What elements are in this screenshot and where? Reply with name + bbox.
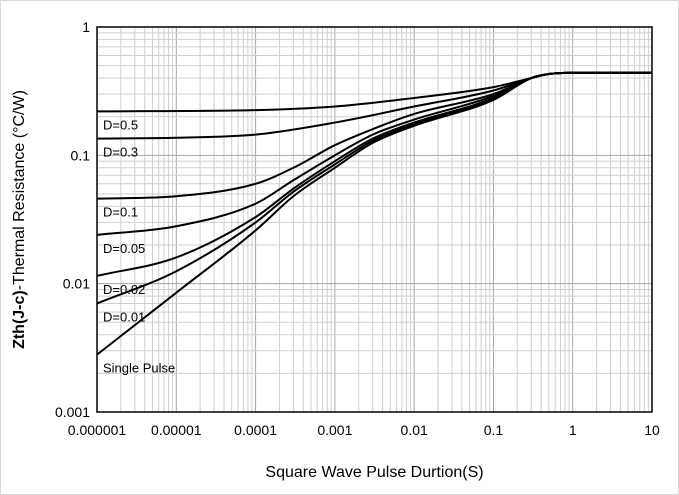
plot-area-border	[96, 26, 653, 413]
x-tick-label: 0.1	[484, 422, 504, 438]
series-label-d-0-1: D=0.1	[103, 205, 138, 220]
x-tick-label: 10	[644, 422, 660, 438]
series-label-d-0-05: D=0.05	[103, 241, 145, 256]
x-tick-label: 0.00001	[151, 422, 202, 438]
x-tick-label: 0.0001	[234, 422, 277, 438]
y-tick-label: 0.001	[55, 404, 90, 420]
series-label-d-0-02: D=0.02	[103, 282, 145, 297]
x-tick-label: 0.000001	[68, 422, 127, 438]
series-lines	[96, 71, 652, 356]
x-tick-label: 0.01	[401, 422, 428, 438]
y-tick-label: 0.01	[63, 276, 90, 292]
y-axis-title: Zth(J-c)-Thermal Resistance (°C/W)	[11, 90, 28, 349]
series-label-d-0-5: D=0.5	[103, 117, 138, 132]
tick-labels: 0.000001 0.00001 0.0001 0.001 0.01 0.1 1 10 0.00…	[55, 19, 660, 438]
x-axis-title: Square Wave Pulse Durtion(S)	[265, 464, 483, 481]
y-axis-title-rest: -Thermal Resistance (°C/W)	[11, 90, 28, 290]
series-label-d-0-3: D=0.3	[103, 145, 138, 160]
series-line-single-pulse	[96, 71, 652, 356]
x-tick-label: 1	[569, 422, 577, 438]
x-tick-label: 0.001	[317, 422, 352, 438]
y-tick-label: 1	[82, 19, 90, 35]
y-tick-label: 0.1	[71, 147, 91, 163]
series-label-d-0-01: D=0.01	[103, 310, 145, 325]
series-labels: D=0.5 D=0.3 D=0.1 D=0.05 D=0.02 D=0.01 Single …	[103, 117, 175, 375]
grid-lines	[96, 27, 652, 413]
y-axis-title-bold: Zth(J-c)	[11, 290, 28, 349]
series-label-single-pulse: Single Pulse	[103, 361, 175, 376]
